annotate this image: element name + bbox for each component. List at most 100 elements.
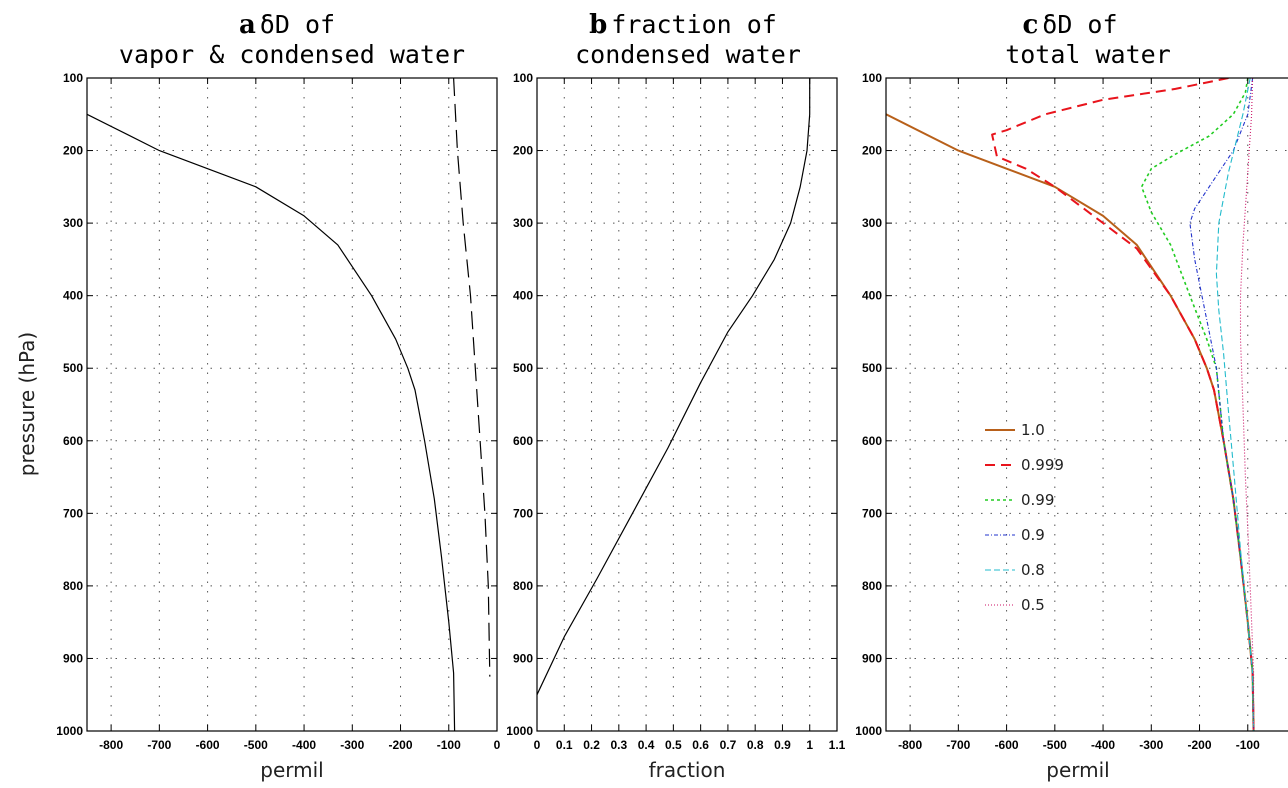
panel-a-title-line2: vapor & condensed water: [119, 40, 465, 69]
panel-a-ytick-label: 1000: [56, 724, 83, 738]
panel-b-grid: [537, 78, 837, 731]
panel-c-series-line-1-0: [886, 113, 1255, 731]
panel-c-xtick-label: -600: [995, 738, 1019, 752]
panel-c-xtick-label: -400: [1091, 738, 1115, 752]
panel-a-xtick-label: -700: [147, 738, 171, 752]
panel-a: a δD of vapor & condensed water -800 -700…: [56, 10, 500, 782]
panel-c-ytick-label: 900: [862, 651, 882, 665]
panel-b-ytick-label: 800: [513, 579, 533, 593]
panel-b-xtick-label: 0.7: [720, 738, 737, 752]
panel-c-series-line-0-8: [1215, 78, 1255, 731]
panel-c-legend: 1.0 0.999 0.99 0.9 0.8 0.5: [985, 421, 1064, 614]
panel-c-frame: [885, 77, 1288, 732]
panel-b-series: [537, 78, 811, 695]
panel-b-ytick-label: 300: [513, 216, 533, 230]
panel-c-series-line-0-9: [1189, 78, 1255, 731]
panel-c-ytick-label: 500: [862, 361, 882, 375]
panel-c-xtick-label: -300: [1139, 738, 1163, 752]
panel-c-ticks: -800-700-600-500-400-300-200-10001002003…: [855, 71, 1260, 752]
panel-c-xtick-label: -200: [1188, 738, 1212, 752]
panel-a-frame: [86, 77, 498, 732]
panel-c-letter: c: [1022, 10, 1038, 40]
panel-b-xtick-label: 0.4: [638, 738, 655, 752]
panel-c-xtick-label: -800: [898, 738, 922, 752]
panel-c-series: [886, 78, 1255, 731]
panel-b-letter: b: [589, 10, 607, 40]
panel-c-series-line-0-5: [1239, 78, 1255, 731]
panel-c-xlabel: permil: [1046, 758, 1109, 782]
panel-a-title: a δD of: [239, 10, 335, 40]
panel-c-xtick-label: -100: [1236, 738, 1260, 752]
panel-a-ytick-label: 300: [63, 216, 83, 230]
panel-a-series-line-0: [87, 113, 456, 731]
panel-c-title: c δD of: [1022, 10, 1117, 40]
legend-label-0-8: 0.8: [1021, 561, 1045, 579]
legend-label-0-99: 0.99: [1021, 491, 1054, 509]
panel-a-xtick-label: -500: [244, 738, 268, 752]
panel-c-series-line-0-99: [1140, 78, 1255, 731]
panel-a-ytick-label: 600: [63, 434, 83, 448]
panel-a-xtick-label: -800: [99, 738, 123, 752]
panel-b-xtick-label: 0: [534, 738, 541, 752]
panel-c-ytick-label: 700: [862, 506, 882, 520]
panel-c-series-line-0-999: [991, 78, 1255, 731]
panel-a-xlabel: permil: [260, 758, 323, 782]
panel-b-frame: [536, 77, 838, 732]
panel-b: b fraction of condensed water 0 0.1 0.2 0.3…: [506, 10, 845, 782]
panel-b-xtick-label: 0.1: [556, 738, 573, 752]
panel-b-xtick-label: 0.8: [747, 738, 764, 752]
panel-b-series-line-0: [537, 78, 811, 695]
panel-c-title-rest: δD of: [1042, 10, 1117, 39]
panel-c-title-line2: total water: [1005, 40, 1171, 69]
panel-a-ytick-label: 900: [63, 651, 83, 665]
panel-c-ytick-label: 100: [862, 71, 882, 85]
panel-a-ytick-label: 700: [63, 506, 83, 520]
panel-c-xtick-label: -500: [1043, 738, 1067, 752]
panel-a-title-rest: δD of: [260, 10, 335, 39]
panel-c-ytick-label: 600: [862, 434, 882, 448]
panel-c-xtick-label: -700: [946, 738, 970, 752]
panel-c: c δD of total water -800 -700 -600 -500 -400…: [855, 10, 1288, 782]
legend-label-0-999: 0.999: [1021, 456, 1064, 474]
panel-c-ytick-label: 800: [862, 579, 882, 593]
panel-a-letter: a: [239, 10, 256, 40]
panel-a-ytick-label: 200: [63, 144, 83, 158]
panel-a-series: [87, 78, 491, 731]
panel-c-ytick-label: 400: [862, 289, 882, 303]
panel-b-xtick-label: 0.5: [665, 738, 682, 752]
panel-b-ytick-label: 1000: [506, 724, 533, 738]
legend-label-0-9: 0.9: [1021, 526, 1045, 544]
panel-b-ytick-label: 200: [513, 144, 533, 158]
panel-c-ytick-label: 200: [862, 144, 882, 158]
panel-a-ytick-label: 500: [63, 361, 83, 375]
panel-a-ticks: -800 -700 -600 -500 -400 -300 -200 -100 0 100 200 3…: [56, 71, 500, 752]
panel-c-ytick-label: 1000: [855, 724, 882, 738]
panel-b-ytick-label: 700: [513, 506, 533, 520]
panel-a-ytick-label: 100: [63, 71, 83, 85]
panel-b-ytick-label: 600: [513, 434, 533, 448]
panel-a-xtick-label: -200: [389, 738, 413, 752]
panel-b-title-rest: fraction of: [611, 10, 777, 39]
panel-c-ytick-label: 300: [862, 216, 882, 230]
legend-label-0-5: 0.5: [1021, 596, 1045, 614]
panel-b-xtick-label: 0.6: [692, 738, 709, 752]
panel-b-ytick-label: 100: [513, 71, 533, 85]
panel-a-xtick-label: -600: [196, 738, 220, 752]
panel-b-xtick-label: 0.9: [774, 738, 791, 752]
panel-a-xtick-label: 0: [494, 738, 501, 752]
panel-b-ytick-label: 400: [513, 289, 533, 303]
panel-b-xtick-label: 1.1: [829, 738, 846, 752]
panel-a-ytick-label: 800: [63, 579, 83, 593]
panel-a-series-line-1: [453, 78, 491, 677]
panel-a-xtick-label: -300: [340, 738, 364, 752]
panel-a-xtick-label: -400: [292, 738, 316, 752]
panel-b-xtick-label: 0.3: [610, 738, 627, 752]
panel-b-ytick-label: 900: [513, 651, 533, 665]
panel-b-xtick-label: 1: [806, 738, 813, 752]
panel-b-ytick-label: 500: [513, 361, 533, 375]
figure-ylabel: pressure (hPa): [15, 332, 39, 476]
panel-b-title: b fraction of: [589, 10, 777, 40]
legend-label-1-0: 1.0: [1021, 421, 1045, 439]
panel-a-xtick-label: -100: [437, 738, 461, 752]
